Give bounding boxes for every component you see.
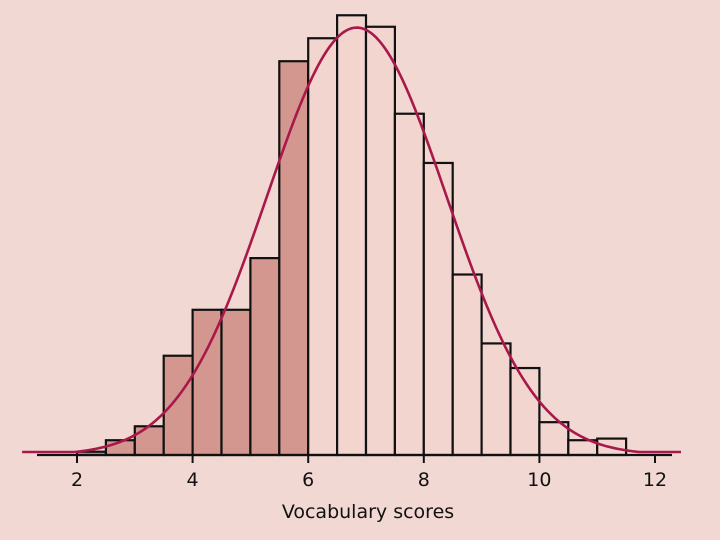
histogram-bar [393, 112, 425, 457]
x-tick-label: 4 [187, 469, 199, 491]
x-tick-label: 6 [302, 469, 314, 491]
x-tick-label: 10 [527, 469, 551, 491]
x-tick-label: 12 [643, 469, 667, 491]
normal-density-curve [22, 26, 682, 454]
histogram-bar [422, 161, 454, 457]
histogram-bar [364, 25, 396, 457]
x-tick-label: 8 [418, 469, 430, 491]
histogram-bar [162, 354, 194, 457]
histogram-bar [480, 342, 512, 457]
histogram-bar [191, 308, 223, 457]
x-tick-label: 2 [71, 469, 83, 491]
histogram-bar [307, 37, 339, 457]
histogram-bar [249, 257, 281, 457]
x-axis-title: Vocabulary scores [282, 501, 454, 523]
histogram-bar [451, 273, 483, 457]
histogram-bar [133, 425, 165, 457]
x-axis-ticks: 2 4 6 8 10 12 [71, 455, 667, 491]
histogram-bar [336, 14, 368, 457]
histogram-bar [220, 308, 252, 457]
